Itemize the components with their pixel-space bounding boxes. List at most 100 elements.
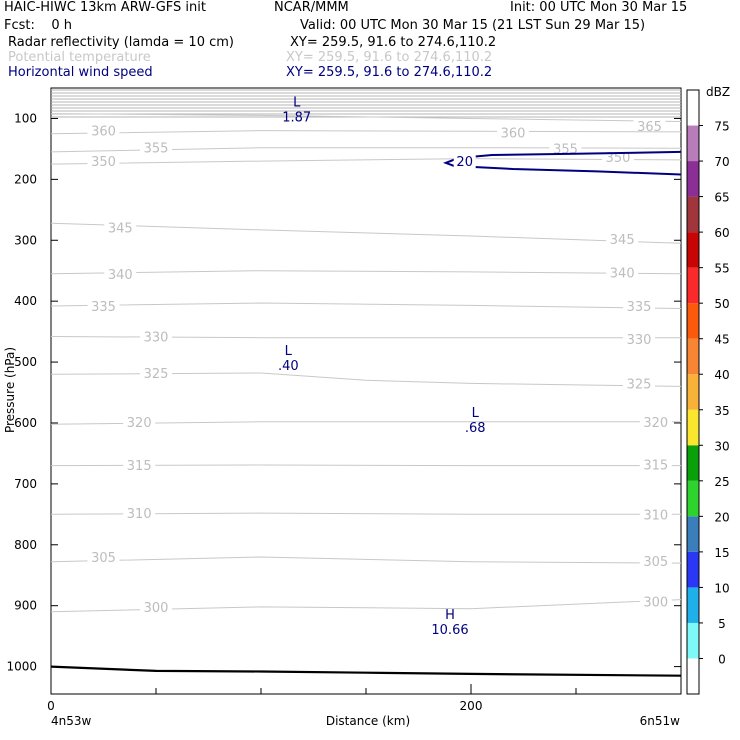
theta-label-bg: [87, 154, 120, 169]
theta-label: 305: [91, 551, 116, 566]
top-hatch: [51, 89, 681, 118]
colorbar-swatch: [687, 622, 699, 659]
theta-label: 315: [127, 459, 152, 474]
theta-label-bg: [623, 299, 655, 314]
extremum-type: H: [445, 608, 455, 623]
extremum-type: L: [293, 95, 301, 110]
colorbar-label: 55: [714, 262, 729, 276]
wind-label: 20: [456, 155, 473, 170]
y-tick-label: 300: [14, 233, 37, 247]
right-endpoint: 6n51w: [640, 714, 681, 728]
extremum-value: 1.87: [282, 110, 311, 125]
colorbar-label: 0: [718, 652, 726, 666]
theta-contour-320: [51, 421, 681, 425]
theta-label: 345: [610, 233, 635, 248]
colorbar-label: 70: [714, 155, 729, 169]
theta-label-bg: [497, 125, 529, 140]
theta-contour-310: [51, 512, 681, 515]
x-tick-label: 200: [460, 699, 483, 713]
field-name-reflectivity: Radar reflectivity (lamda = 10 cm): [8, 35, 234, 50]
theta-label-bg: [87, 299, 120, 314]
theta-label: 365: [637, 120, 662, 135]
theta-label-bg: [639, 414, 672, 429]
theta-label: 325: [627, 377, 652, 392]
theta-label: 300: [144, 601, 169, 616]
field-name-wind: Horizontal wind speed: [8, 65, 153, 80]
theta-label-bg: [123, 506, 156, 521]
theta-label: 360: [501, 126, 526, 141]
colorbar-swatch: [687, 658, 699, 694]
theta-label-bg: [606, 232, 639, 247]
colorbar-unit: dBZ: [706, 85, 730, 99]
colorbar-swatch: [687, 267, 699, 304]
colorbar-swatch: [687, 445, 699, 481]
field-xy-theta: XY= 259.5, 91.6 to 274.6,110.2: [286, 50, 493, 65]
colorbar-label: 50: [714, 297, 729, 311]
colorbar-label: 40: [714, 368, 729, 382]
theta-label-bg: [639, 507, 672, 522]
colorbar-swatch: [687, 338, 699, 375]
y-tick-label: 1000: [6, 660, 37, 674]
theta-label: 350: [606, 151, 631, 166]
theta-label: 310: [643, 508, 668, 523]
colorbar-swatch: [687, 125, 699, 162]
theta-label: 330: [144, 330, 169, 345]
theta-label: 335: [627, 300, 652, 315]
theta-label-bg: [140, 599, 172, 614]
theta-label: 320: [643, 416, 668, 431]
extremum-value: .68: [465, 421, 486, 436]
field-xy-reflectivity: XY= 259.5, 91.6 to 274.6,110.2: [290, 35, 497, 50]
colorbar-swatch: [687, 480, 699, 517]
theta-contour-350: [51, 158, 681, 165]
wind-label-bg: [453, 154, 476, 169]
theta-contour-365: [51, 113, 681, 122]
theta-label: 335: [91, 300, 116, 315]
valid-time: Valid: 00 UTC Mon 30 Mar 15 (21 LST Sun …: [300, 18, 646, 33]
colorbar-swatch: [687, 196, 699, 233]
extremum-value: 10.66: [431, 623, 468, 638]
field-name-theta: Potential temperature: [8, 50, 151, 65]
theta-label: 360: [91, 125, 116, 140]
theta-label: 345: [108, 221, 133, 236]
theta-label-bg: [639, 554, 672, 569]
colorbar-label: 25: [714, 475, 729, 489]
colorbar-frame: [686, 89, 700, 695]
init-time: Init: 00 UTC Mon 30 Mar 15: [510, 0, 688, 15]
y-tick-label: 500: [14, 355, 37, 369]
colorbar-swatch: [687, 551, 699, 588]
colorbar-label: 35: [714, 404, 729, 418]
wind-contour-20: [442, 150, 681, 176]
y-tick-label: 900: [14, 599, 37, 613]
theta-label: 340: [108, 268, 133, 283]
wind-contours: 20: [442, 150, 681, 176]
y-tick-label: 200: [14, 172, 37, 186]
theta-label: 315: [643, 458, 668, 473]
colorbar-label: 30: [714, 439, 729, 453]
extremum-type: L: [285, 344, 293, 359]
colorbar-label: 75: [714, 120, 729, 134]
colorbar-swatch: [687, 303, 699, 339]
colorbar-label: 20: [714, 510, 729, 524]
theta-label-bg: [633, 118, 666, 133]
theta-label-bg: [104, 220, 137, 235]
theta-label: 350: [91, 155, 116, 170]
theta-label: 310: [127, 507, 152, 522]
colorbar-label: 15: [714, 546, 729, 560]
colorbar-label: 10: [714, 581, 729, 595]
colorbar-label: 60: [714, 226, 729, 240]
left-endpoint: 4n53w: [51, 714, 92, 728]
theta-label: 340: [610, 267, 635, 282]
theta-label-bg: [623, 376, 655, 391]
theta-label-bg: [623, 331, 655, 346]
center-title: NCAR/MMM: [274, 0, 349, 15]
theta-label-bg: [140, 329, 172, 344]
theta-contour-315: [51, 464, 681, 467]
theta-label: 300: [643, 595, 668, 610]
theta-label-bg: [140, 366, 172, 381]
extremum-type: L: [472, 406, 480, 421]
theta-label-bg: [140, 140, 172, 155]
colorbar-label: 45: [714, 333, 729, 347]
